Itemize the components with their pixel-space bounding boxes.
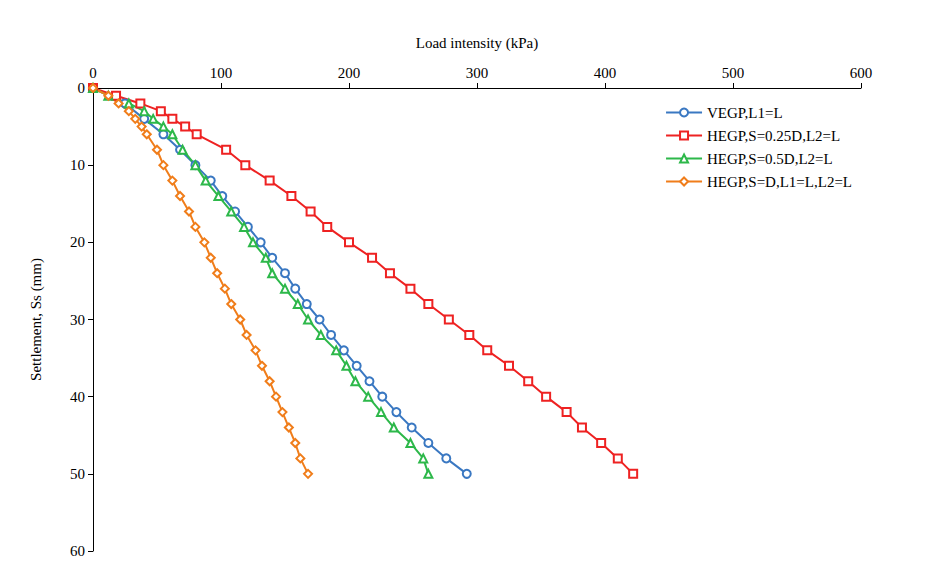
svg-text:Load intensity (kPa): Load intensity (kPa) xyxy=(416,35,538,52)
svg-text:30: 30 xyxy=(70,312,85,328)
svg-text:HEGP,S=D,L1=L,L2=L: HEGP,S=D,L1=L,L2=L xyxy=(707,174,852,190)
svg-text:50: 50 xyxy=(70,466,85,482)
svg-text:300: 300 xyxy=(466,65,489,81)
svg-text:200: 200 xyxy=(338,65,361,81)
svg-text:60: 60 xyxy=(70,543,85,559)
svg-text:10: 10 xyxy=(70,157,85,173)
svg-text:Settlement, Ss (mm): Settlement, Ss (mm) xyxy=(28,258,45,381)
svg-text:400: 400 xyxy=(594,65,617,81)
svg-text:0: 0 xyxy=(89,65,97,81)
svg-text:100: 100 xyxy=(210,65,233,81)
svg-text:500: 500 xyxy=(722,65,745,81)
svg-text:40: 40 xyxy=(70,389,85,405)
svg-text:VEGP,L1=L: VEGP,L1=L xyxy=(707,105,783,121)
svg-text:20: 20 xyxy=(70,234,85,250)
svg-text:600: 600 xyxy=(850,65,873,81)
svg-text:0: 0 xyxy=(78,80,86,96)
svg-text:HEGP,S=0.25D,L2=L: HEGP,S=0.25D,L2=L xyxy=(707,128,840,144)
svg-text:HEGP,S=0.5D,L2=L: HEGP,S=0.5D,L2=L xyxy=(707,151,833,167)
